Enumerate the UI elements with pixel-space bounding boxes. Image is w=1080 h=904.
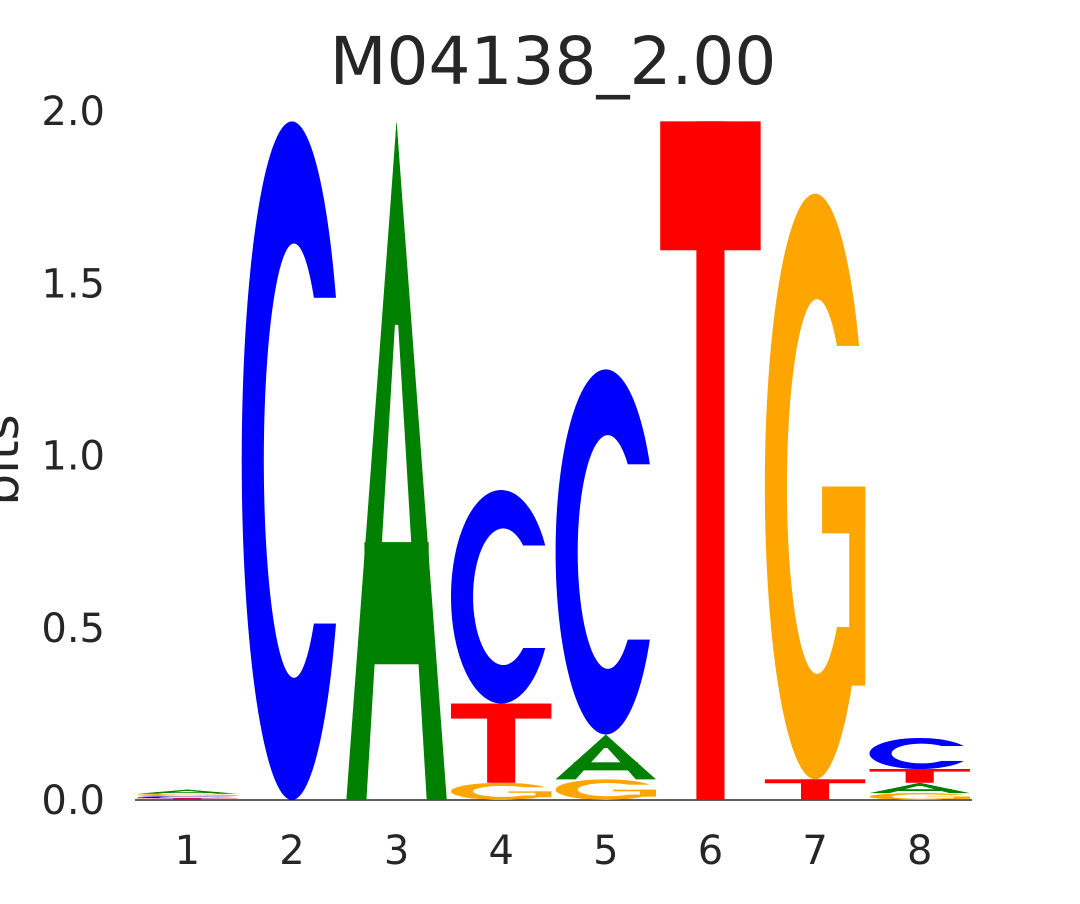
logo-letter-g bbox=[556, 779, 658, 800]
x-tick-label: 3 bbox=[384, 828, 409, 874]
x-tick-label: 2 bbox=[279, 828, 304, 874]
logo-letter-g bbox=[137, 794, 239, 796]
logo-letter-c bbox=[869, 738, 971, 769]
x-tick-label: 8 bbox=[907, 828, 932, 874]
logo-letter-c bbox=[242, 121, 344, 800]
logo-letter-c bbox=[137, 796, 239, 798]
x-tick-label: 5 bbox=[593, 828, 618, 874]
logo-letter-a bbox=[137, 790, 237, 794]
logo-letter-c bbox=[451, 490, 553, 704]
logo-letter-t bbox=[869, 769, 969, 783]
x-tick-label: 4 bbox=[488, 828, 513, 874]
y-ticks: 0.0 0.5 1.0 1.5 2.0 bbox=[41, 89, 105, 824]
logo-letter-a bbox=[346, 121, 446, 800]
x-tick-label: 1 bbox=[175, 828, 200, 874]
logo-letter-a bbox=[556, 735, 656, 780]
logo-letter-g bbox=[451, 783, 553, 800]
logo-letter-g bbox=[869, 793, 971, 800]
chart-title: M04138_2.00 bbox=[330, 23, 777, 100]
y-tick-label: 0.0 bbox=[41, 778, 105, 824]
y-tick-label: 1.5 bbox=[41, 261, 105, 307]
logo-letter-t bbox=[451, 704, 551, 783]
logo-letter-c bbox=[556, 369, 658, 734]
letter-stacks bbox=[137, 121, 972, 800]
y-axis-label: bits bbox=[0, 414, 30, 505]
y-tick-label: 0.5 bbox=[41, 606, 105, 652]
y-tick-label: 1.0 bbox=[41, 434, 105, 480]
y-tick-label: 2.0 bbox=[41, 89, 105, 135]
x-tick-label: 7 bbox=[802, 828, 827, 874]
logo-letter-t bbox=[765, 779, 865, 800]
x-ticks: 1 2 3 4 5 6 7 8 bbox=[175, 828, 933, 874]
logo-letter-a bbox=[869, 783, 969, 793]
x-tick-label: 6 bbox=[698, 828, 723, 874]
logo-letter-t bbox=[660, 121, 760, 800]
logo-letter-g bbox=[765, 194, 867, 780]
